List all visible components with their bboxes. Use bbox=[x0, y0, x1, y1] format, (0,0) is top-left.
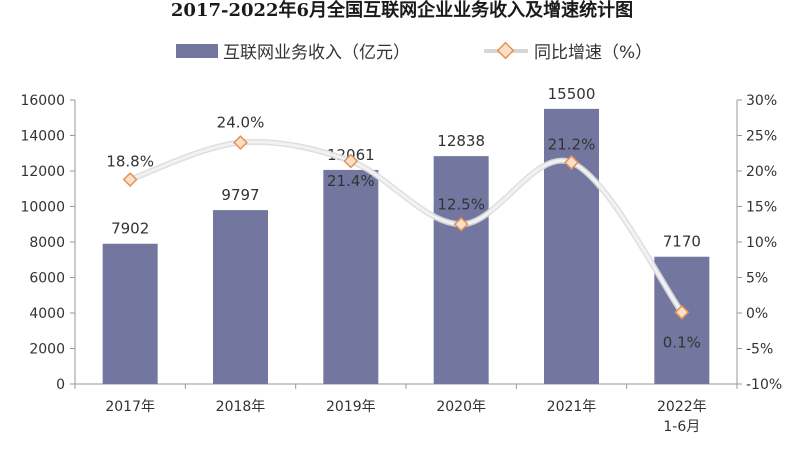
growth-marker bbox=[564, 155, 579, 170]
y-tick-label-left: 8000 bbox=[29, 235, 65, 251]
legend: 互联网业务收入（亿元） 同比增速（%） bbox=[176, 41, 652, 63]
bar bbox=[433, 156, 489, 384]
growth-marker bbox=[453, 216, 469, 232]
growth-value-label: 24.0% bbox=[217, 114, 265, 132]
bar bbox=[544, 108, 599, 384]
y-tick-label-left: 0 bbox=[56, 377, 65, 393]
growth-line bbox=[128, 140, 684, 314]
legend-label-revenue: 互联网业务收入（亿元） bbox=[223, 43, 410, 63]
y-tick-label-left: 4000 bbox=[29, 306, 65, 322]
y-tick-label-right: 0% bbox=[746, 306, 768, 322]
growth-marker bbox=[674, 304, 690, 320]
y-tick-label-right: 30% bbox=[746, 93, 777, 109]
y-tick-label-left: 6000 bbox=[29, 271, 65, 287]
y-tick-label-right: 5% bbox=[746, 271, 768, 287]
bar-value-label: 7170 bbox=[663, 233, 701, 251]
x-category-label: 2018年 bbox=[216, 399, 266, 415]
growth-marker bbox=[343, 153, 359, 169]
growth-marker bbox=[122, 172, 138, 187]
y-tick-label-right: 20% bbox=[746, 164, 777, 180]
y-tick-label-left: 12000 bbox=[20, 164, 65, 180]
plot-area: 0 2000 4000 6000 8000 10000 12000 14000 16000 -10… bbox=[20, 85, 782, 435]
bar-value-label: 7902 bbox=[111, 220, 149, 238]
y-tick-label-left: 10000 bbox=[20, 200, 65, 216]
x-category-label: 2017年 bbox=[105, 399, 155, 415]
x-category-label: 2021年 bbox=[547, 399, 597, 415]
legend-marker-icon bbox=[496, 41, 515, 60]
growth-marker bbox=[233, 135, 248, 151]
legend-swatch-bar bbox=[176, 44, 218, 58]
y-tick-label-right: 15% bbox=[746, 200, 777, 216]
y-tick-label-right: -10% bbox=[746, 377, 782, 393]
x-category-label: 2022年 bbox=[657, 399, 707, 415]
bar-value-label: 15500 bbox=[548, 85, 596, 103]
bar bbox=[102, 243, 158, 384]
x-category-label: 2019年 bbox=[326, 399, 376, 415]
growth-value-label: 12.5% bbox=[437, 195, 485, 213]
growth-value-label: 21.2% bbox=[548, 135, 596, 153]
bar-value-label: 12838 bbox=[437, 132, 485, 150]
bar bbox=[213, 210, 268, 384]
y-tick-label-right: 10% bbox=[746, 235, 777, 251]
legend-label-growth: 同比增速（%） bbox=[534, 43, 652, 63]
y-tick-label-right: 25% bbox=[746, 129, 777, 145]
chart-title: 2017-2022年6月全国互联网企业业务收入及增速统计图 bbox=[171, 0, 633, 21]
bar bbox=[323, 169, 379, 384]
y-tick-label-left: 2000 bbox=[29, 342, 65, 358]
growth-value-label: 18.8% bbox=[106, 153, 154, 171]
x-category-label: 2020年 bbox=[436, 399, 486, 415]
growth-value-label: 21.4% bbox=[327, 172, 375, 190]
y-tick-label-left: 14000 bbox=[20, 129, 65, 145]
bar-value-label: 9797 bbox=[221, 186, 259, 204]
growth-value-label: 0.1% bbox=[663, 333, 701, 351]
growth-line-shadow bbox=[127, 138, 685, 316]
y-tick-label-right: -5% bbox=[746, 342, 773, 358]
x-category-label: 1-6月 bbox=[663, 419, 700, 435]
y-tick-label-left: 16000 bbox=[20, 93, 65, 109]
